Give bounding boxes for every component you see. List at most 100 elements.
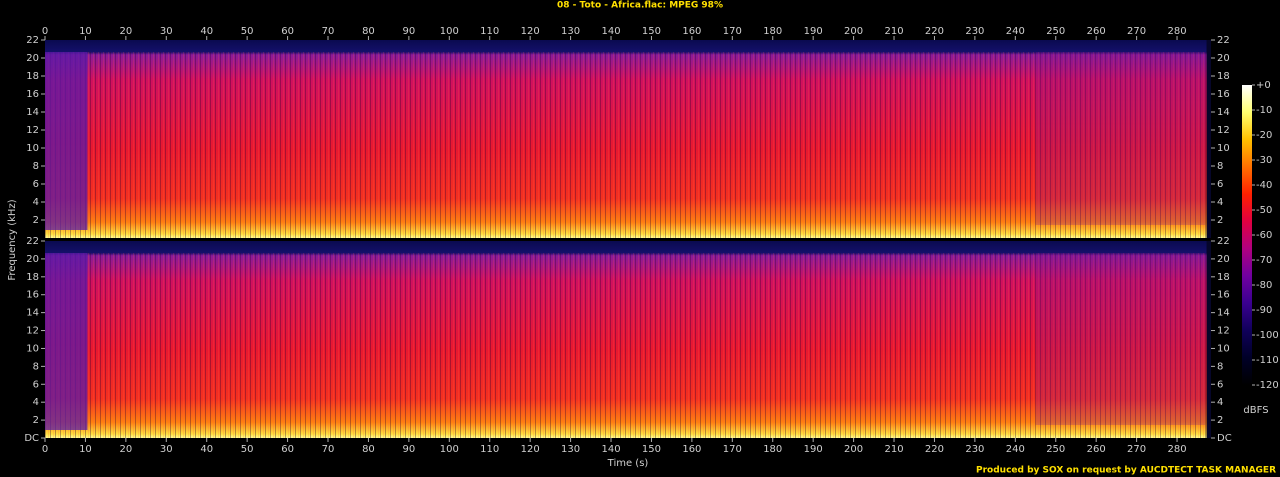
y-tick-label: 6 [33,379,39,390]
x-tick-label: 150 [642,444,661,455]
x-tick-label: 260 [1087,444,1106,455]
y-tick-label: 2 [1217,415,1223,426]
colorbar-tick-label: -100 [1256,330,1279,341]
colorbar-tick-label: -50 [1256,205,1272,216]
colorbar-tick-label: -80 [1256,280,1272,291]
y-tick-label: 14 [26,107,39,118]
x-tick-label: 80 [362,26,375,37]
y-tick-label: 4 [1217,197,1223,208]
quiet-outro [1035,52,1206,225]
x-tick-label: 100 [440,26,459,37]
y-tick-label: 20 [26,254,39,265]
colorbar-tick-label: -10 [1256,105,1272,116]
y-tick-label: 18 [1217,71,1230,82]
y-axis-label: Frequency (kHz) [7,199,18,280]
y-tick-label: 16 [26,89,39,100]
x-tick-label: 250 [1046,444,1065,455]
x-tick-label: 30 [160,26,173,37]
x-tick-label: 190 [804,444,823,455]
y-tick-label: 6 [1217,379,1223,390]
plots [45,40,1211,438]
colorbar-tick-label: -120 [1256,380,1279,391]
x-tick-label: 250 [1046,26,1065,37]
y-tick-label: 14 [26,308,39,319]
x-tick-label: 210 [884,26,903,37]
colorbar-tick-label: -40 [1256,180,1272,191]
x-tick-label: 60 [281,444,294,455]
x-tick-label: 140 [601,26,620,37]
y-tick-label: 8 [33,361,39,372]
x-tick-label: 220 [925,26,944,37]
x-tick-label: 110 [480,444,499,455]
streaks [45,52,1211,238]
y-tick-label: 20 [26,53,39,64]
x-tick-label: 240 [1006,26,1025,37]
x-tick-label: 0 [42,26,48,37]
y-tick-label: 14 [1217,107,1230,118]
y-tick-label: 2 [33,415,39,426]
x-tick-label: 90 [403,444,416,455]
y-tick-label: 14 [1217,308,1230,319]
colorbar-tick-label: +0 [1256,80,1271,91]
x-tick-label: 100 [440,444,459,455]
title: 08 - Toto - Africa.flac: MPEG 98% [557,1,723,11]
colorbar-label: dBFS [1243,405,1268,416]
y-tick-label: 8 [1217,361,1223,372]
x-tick-label: 150 [642,26,661,37]
x-tick-label: 180 [763,444,782,455]
x-tick-label: 280 [1167,26,1186,37]
colorbar-tick-label: -20 [1256,130,1272,141]
x-tick-label: 10 [79,444,92,455]
x-tick-label: 70 [322,444,335,455]
y-tick-label: DC [1217,433,1232,444]
colorbar-tick-label: -110 [1256,355,1279,366]
x-tick-label: 50 [241,26,254,37]
x-tick-label: 210 [884,444,903,455]
x-tick-label: 160 [682,444,701,455]
tail [1206,241,1211,438]
y-tick-label: 20 [1217,53,1230,64]
x-tick-label: 230 [965,26,984,37]
y-tick-label: 12 [1217,326,1230,337]
y-tick-label: 6 [33,179,39,190]
x-tick-label: 270 [1127,26,1146,37]
y-tick-label: 4 [33,197,39,208]
y-tick-label: 8 [1217,161,1223,172]
x-tick-label: 40 [200,444,213,455]
x-tick-label: 30 [160,444,173,455]
y-tick-label: 10 [1217,343,1230,354]
y-tick-label: 10 [1217,143,1230,154]
y-tick-label: 4 [1217,397,1223,408]
y-tick-label: 16 [1217,89,1230,100]
tail [1206,40,1211,238]
x-tick-label: 200 [844,444,863,455]
y-tick-label: 18 [26,272,39,283]
x-tick-label: 120 [521,444,540,455]
y-tick-label: 22 [1217,236,1230,247]
x-tick-label: 10 [79,26,92,37]
streaks [45,253,1211,438]
y-tick-label: 20 [1217,254,1230,265]
x-tick-label: 200 [844,26,863,37]
x-tick-label: 160 [682,26,701,37]
x-tick-label: 130 [561,26,580,37]
y-tick-label: 16 [26,290,39,301]
x-tick-label: 70 [322,26,335,37]
quiet-intro [45,253,88,430]
y-tick-label: 10 [26,343,39,354]
colorbar [1242,85,1252,385]
y-tick-label: DC [24,433,39,444]
x-tick-label: 220 [925,444,944,455]
x-tick-label: 60 [281,26,294,37]
y-tick-label: 2 [1217,215,1223,226]
y-tick-label: 18 [26,71,39,82]
x-tick-label: 190 [804,26,823,37]
x-tick-label: 140 [601,444,620,455]
x-tick-label: 280 [1167,444,1186,455]
y-tick-label: 12 [26,326,39,337]
footer: Produced by SOX on request by AUCDTECT T… [976,466,1276,476]
x-tick-label: 20 [119,26,132,37]
x-tick-label: 80 [362,444,375,455]
colorbar-tick-label: -60 [1256,230,1272,241]
